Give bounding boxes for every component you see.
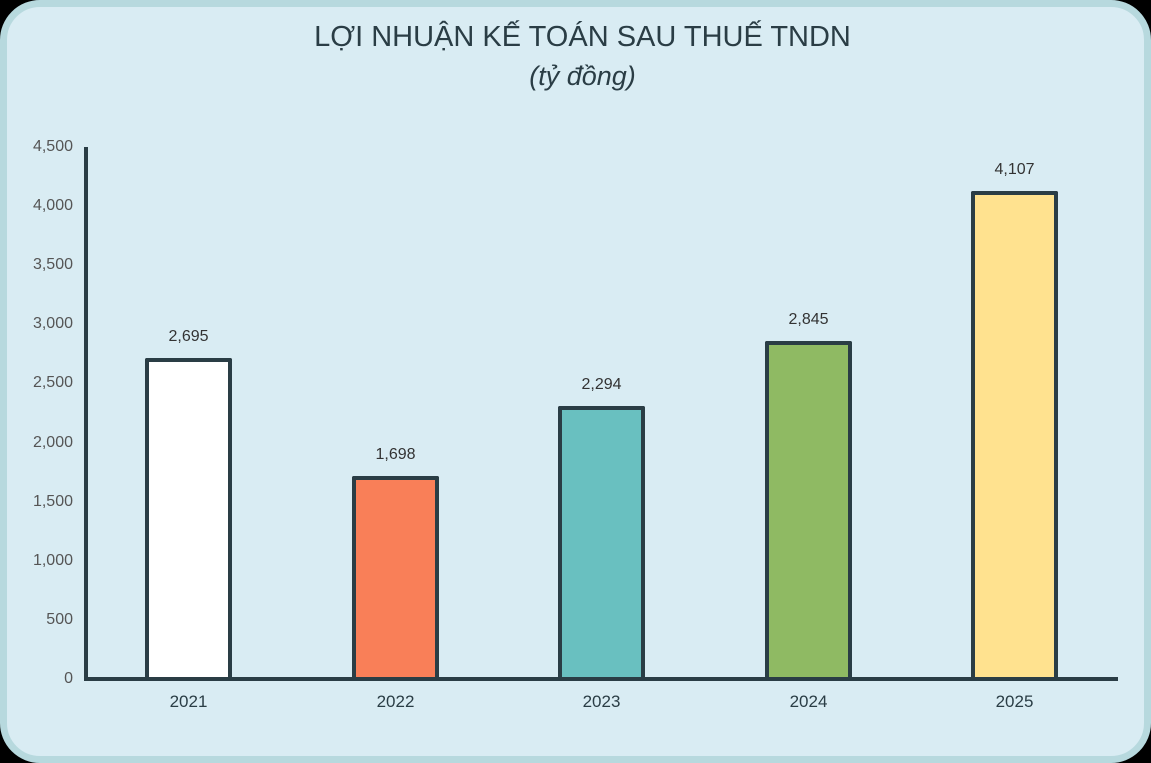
bar-value-label: 2,845 [788, 310, 829, 328]
chart-title: LỢI NHUẬN KẾ TOÁN SAU THUẾ TNDN [314, 21, 851, 53]
y-tick-label: 4,500 [32, 138, 73, 155]
bar-value-label: 1,698 [375, 446, 416, 464]
bar-value-label: 2,294 [581, 375, 622, 393]
y-tick-label: 3,000 [32, 315, 73, 333]
x-tick-label: 2025 [995, 692, 1034, 711]
bar-2021 [145, 358, 232, 679]
x-tick-label: 2022 [376, 692, 415, 711]
y-tick-label: 1,000 [32, 551, 73, 569]
chart-subtitle: (tỷ đồng) [529, 61, 636, 91]
bar-2022 [352, 476, 439, 679]
bar-value-label: 2,695 [168, 328, 209, 346]
y-tick-label: 0 [64, 670, 73, 687]
y-tick-label: 500 [46, 610, 73, 628]
x-tick-label: 2023 [582, 692, 621, 711]
y-tick-label: 1,500 [32, 492, 73, 510]
y-tick-label: 2,500 [32, 374, 73, 392]
bar-2023 [558, 405, 645, 679]
y-axis-line [84, 147, 88, 681]
y-tick-label: 3,500 [32, 256, 73, 274]
y-tick-label: 2,000 [32, 433, 73, 451]
x-tick-label: 2024 [789, 692, 828, 711]
bar-2025 [971, 191, 1058, 679]
x-axis-line [84, 677, 1118, 681]
x-tick-label: 2021 [169, 692, 208, 711]
bar-2024 [765, 340, 852, 679]
y-tick-label: 4,000 [32, 197, 73, 215]
bar-value-label: 4,107 [994, 161, 1035, 179]
